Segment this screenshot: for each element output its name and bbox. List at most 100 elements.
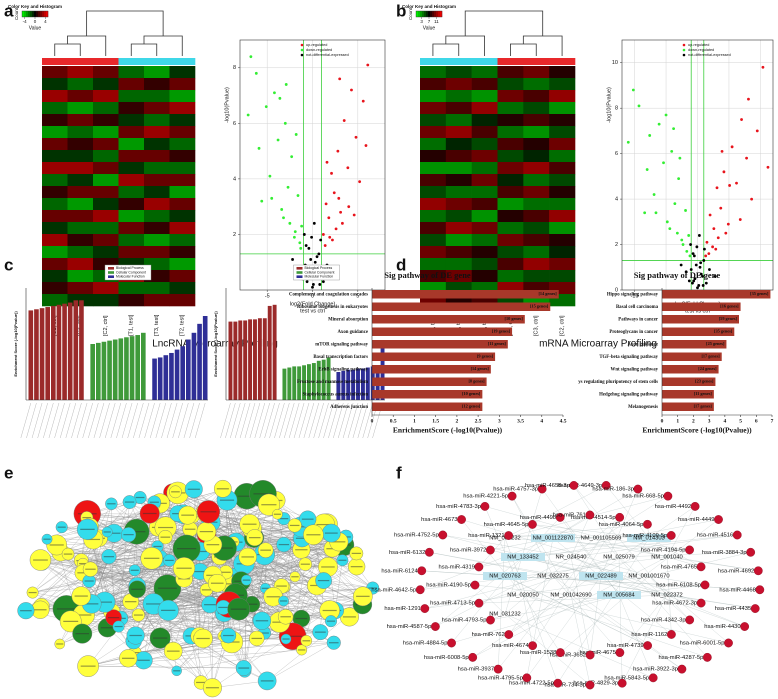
point bbox=[652, 193, 656, 196]
color-key-xlabel: Value bbox=[29, 25, 42, 31]
color-key-swatch bbox=[422, 11, 425, 17]
x-tick-label: 7 bbox=[771, 418, 774, 424]
heatmap-cell bbox=[93, 186, 119, 199]
edge bbox=[600, 537, 708, 658]
node-label bbox=[351, 552, 362, 554]
point bbox=[684, 270, 688, 274]
point bbox=[722, 170, 726, 174]
heatmap-cell bbox=[549, 234, 576, 247]
heatmap-cell bbox=[420, 102, 447, 115]
heatmap-cell bbox=[67, 78, 94, 91]
heatmap-cell bbox=[118, 150, 145, 163]
x-tick-label: 3 bbox=[708, 418, 711, 424]
edge bbox=[648, 506, 696, 539]
point bbox=[712, 227, 716, 231]
node-label bbox=[300, 563, 310, 565]
category-stub bbox=[48, 402, 60, 439]
point bbox=[334, 227, 338, 231]
mirna-label: hsa-miR-4109-5p bbox=[622, 533, 667, 539]
heatmap-cell bbox=[471, 222, 498, 235]
y-tick-label: 4 bbox=[233, 176, 236, 182]
point bbox=[296, 194, 300, 197]
color-key-swatch bbox=[44, 11, 47, 17]
y-axis-label: Enrichment Score (-log10(Pvalue)) bbox=[213, 311, 218, 377]
edge bbox=[648, 575, 729, 644]
mirna-label: hsa-miR-4674 bbox=[492, 643, 529, 649]
point bbox=[684, 209, 687, 212]
point bbox=[288, 221, 292, 225]
mirna-node bbox=[724, 638, 733, 648]
color-key-swatch bbox=[428, 11, 431, 17]
group-bar bbox=[497, 58, 524, 65]
gene-count-label: [17 genes] bbox=[701, 354, 720, 359]
color-key-tick-label: 0 bbox=[34, 19, 37, 24]
mirna-label: hsa-miR-6108-5p bbox=[656, 582, 701, 588]
node-label bbox=[130, 569, 139, 571]
node-label bbox=[63, 553, 73, 555]
gene-label: NM_032275 bbox=[537, 574, 569, 580]
point bbox=[246, 113, 250, 117]
node-label bbox=[153, 637, 168, 639]
heatmap-cell bbox=[497, 270, 524, 283]
bar bbox=[169, 352, 174, 400]
edge bbox=[504, 575, 648, 646]
heatmap-cell bbox=[144, 246, 170, 259]
node-label bbox=[143, 557, 160, 559]
bar bbox=[341, 370, 346, 400]
heatmap-cell bbox=[169, 126, 196, 139]
category-label: Axon guidance bbox=[627, 342, 658, 347]
edge bbox=[573, 485, 620, 558]
heatmap-cell bbox=[93, 126, 119, 139]
edge bbox=[212, 610, 330, 688]
bar bbox=[356, 368, 360, 400]
legend-frame bbox=[293, 264, 340, 281]
bar bbox=[243, 320, 248, 400]
node-label bbox=[248, 537, 261, 539]
edge bbox=[522, 594, 708, 658]
gene-label: NM_014303 bbox=[633, 536, 665, 542]
gene-highlight bbox=[483, 572, 527, 580]
mirna-node bbox=[486, 615, 495, 625]
mirna-label: hsa-miR-4739 bbox=[607, 643, 643, 649]
point bbox=[699, 261, 703, 265]
edge bbox=[40, 559, 252, 605]
edge bbox=[134, 641, 232, 653]
bar bbox=[372, 352, 496, 361]
color-key-swatch bbox=[432, 11, 435, 17]
edge bbox=[435, 556, 572, 627]
heatmap-cell bbox=[471, 90, 498, 103]
mirna-node bbox=[468, 652, 478, 662]
node-label bbox=[177, 548, 197, 550]
bar bbox=[79, 300, 84, 400]
node-label bbox=[350, 566, 363, 568]
heatmap-cell bbox=[67, 198, 94, 211]
edge bbox=[137, 511, 209, 590]
gene-count-label: [59 genes] bbox=[719, 316, 738, 321]
node-label bbox=[137, 659, 150, 661]
x-tick-label: 0 bbox=[371, 418, 374, 424]
edge bbox=[619, 594, 668, 653]
heatmap-cell bbox=[118, 246, 145, 259]
node-label bbox=[251, 637, 263, 640]
node-label bbox=[158, 526, 174, 529]
mirna-node bbox=[555, 648, 565, 658]
legend-label: Cellular Component bbox=[305, 270, 335, 274]
node-label bbox=[49, 544, 64, 546]
point bbox=[254, 71, 258, 75]
color-key-tick-label: 3 bbox=[420, 19, 423, 24]
point bbox=[685, 249, 689, 253]
node-label bbox=[133, 614, 143, 616]
heatmap-cell bbox=[523, 162, 550, 175]
group-bar bbox=[93, 58, 119, 65]
legend-swatch bbox=[108, 275, 114, 278]
edge bbox=[560, 575, 650, 653]
heatmap-cell bbox=[523, 222, 550, 235]
panel-label: d bbox=[396, 255, 406, 274]
category-stub bbox=[121, 402, 133, 439]
heatmap-cell bbox=[497, 186, 524, 199]
point bbox=[278, 96, 282, 100]
mirna-label: hsa-miR-4587-5p bbox=[387, 624, 432, 630]
heatmap-cell bbox=[42, 234, 68, 247]
x-tick-label: 4 bbox=[540, 418, 543, 424]
edge bbox=[522, 594, 729, 644]
